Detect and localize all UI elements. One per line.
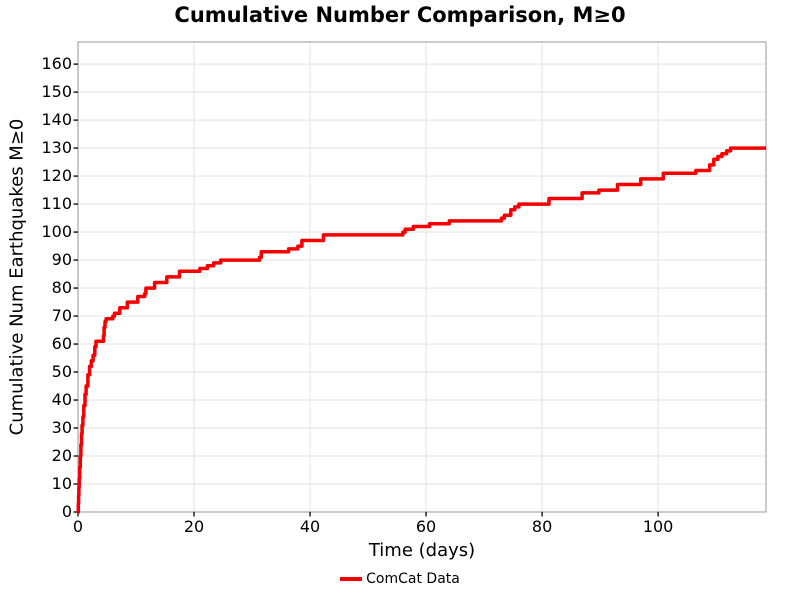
- y-tick-label: 140: [41, 110, 72, 130]
- legend-line-swatch: [340, 577, 363, 581]
- y-tick-label: 100: [41, 222, 72, 242]
- y-tick-label: 30: [51, 418, 72, 438]
- y-tick-label: 160: [41, 54, 72, 74]
- x-tick-label: 40: [299, 517, 321, 536]
- y-tick-label: 130: [41, 138, 72, 158]
- y-tick-label: 90: [51, 250, 72, 270]
- x-tick-label: 0: [72, 517, 84, 536]
- y-tick-label: 120: [41, 166, 72, 186]
- x-axis-label: Time (days): [368, 540, 476, 561]
- series-line-comcat-data: [76, 146, 766, 514]
- legend-label: ComCat Data: [366, 571, 460, 587]
- panel-border: [77, 41, 767, 513]
- y-tick-label: 70: [51, 306, 72, 326]
- x-tick-label: 100: [642, 517, 674, 536]
- x-tick-label: 20: [183, 517, 205, 536]
- x-tick-label: 60: [415, 517, 437, 536]
- y-tick-label: 40: [51, 390, 72, 410]
- y-tick-label: 0: [61, 502, 72, 521]
- y-tick-label: 80: [51, 278, 72, 298]
- y-tick-label: 110: [41, 194, 72, 214]
- y-tick-label: 50: [51, 362, 72, 382]
- y-tick-label: 20: [51, 446, 72, 465]
- y-tick-label: 60: [51, 334, 72, 354]
- x-tick-label: 80: [531, 517, 553, 536]
- y-axis-label: Cumulative Num Earthquakes M≥0: [6, 118, 28, 436]
- legend: ComCat Data: [0, 571, 800, 587]
- y-tick-label: 10: [51, 474, 72, 493]
- y-tick-label: 150: [41, 82, 72, 102]
- chart-title: Cumulative Number Comparison, M≥0: [174, 3, 626, 27]
